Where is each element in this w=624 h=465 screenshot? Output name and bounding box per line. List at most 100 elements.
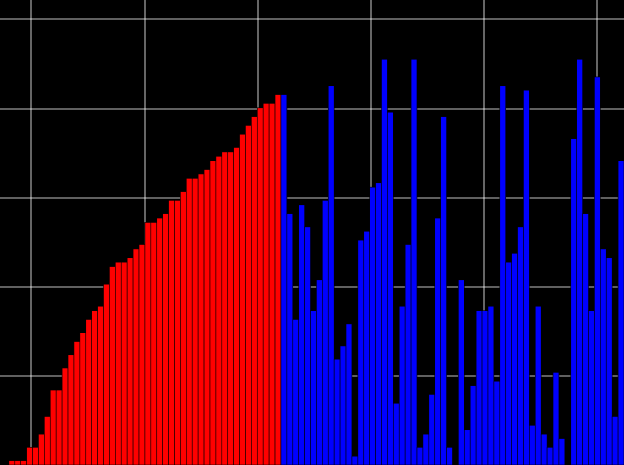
bar-series1-14 xyxy=(363,230,370,465)
bar-series1-20 xyxy=(398,305,406,465)
bar-series1-36 xyxy=(493,380,501,465)
bar-series1-28 xyxy=(446,447,453,465)
bar-series1-38 xyxy=(505,261,512,465)
bar-series1-40 xyxy=(517,226,524,465)
bar-series0-28 xyxy=(168,200,175,465)
bar-series1-15 xyxy=(369,186,376,465)
bar-series1-9 xyxy=(333,358,341,465)
bar-series1-4 xyxy=(304,226,311,465)
bar-series0-36 xyxy=(215,156,223,465)
bar-series0-11 xyxy=(67,354,75,465)
bar-series0-24 xyxy=(144,222,152,465)
bar-series0-7 xyxy=(44,416,51,465)
bar-series0-29 xyxy=(174,200,181,465)
bar-series1-8 xyxy=(327,85,335,465)
bar-series0-34 xyxy=(203,169,211,465)
bar-series0-15 xyxy=(91,310,98,465)
bar-series0-23 xyxy=(138,244,146,465)
bar-series1-46 xyxy=(552,372,560,465)
bar-series0-30 xyxy=(180,191,187,465)
bar-series0-6 xyxy=(38,433,45,465)
bar-series1-45 xyxy=(546,447,554,465)
bar-series0-20 xyxy=(120,261,128,465)
bar-series0-46 xyxy=(274,94,282,465)
bar-series1-27 xyxy=(440,116,447,465)
bar-series1-52 xyxy=(588,310,595,465)
bar-series0-39 xyxy=(233,147,240,465)
bar-series0-1 xyxy=(8,460,16,465)
bar-series1-53 xyxy=(594,76,601,465)
bar-series0-19 xyxy=(115,261,122,465)
bar-series1-31 xyxy=(463,429,471,465)
bar-series1-41 xyxy=(523,89,530,465)
bar-series0-41 xyxy=(245,125,252,465)
bar-series0-18 xyxy=(109,266,116,465)
bar-series0-32 xyxy=(191,178,199,465)
bar-series0-16 xyxy=(97,305,104,465)
bar-series1-32 xyxy=(469,385,477,465)
bar-series0-43 xyxy=(256,107,264,465)
bar-series0-31 xyxy=(186,178,193,465)
bar-series0-25 xyxy=(150,222,158,465)
bar-series1-35 xyxy=(487,305,495,465)
bar-series1-0 xyxy=(280,94,288,465)
bar-series1-11 xyxy=(345,323,353,465)
bar-series1-21 xyxy=(404,244,412,465)
bar-series0-40 xyxy=(239,133,246,465)
bar-series0-26 xyxy=(156,217,163,465)
bar-series0-13 xyxy=(79,332,87,465)
bar-series1-34 xyxy=(481,310,489,465)
bar-series1-16 xyxy=(375,182,382,465)
bar-series0-35 xyxy=(209,160,217,465)
bar-series1-44 xyxy=(540,433,548,465)
bar-series1-10 xyxy=(339,345,347,465)
bar-series0-14 xyxy=(85,319,92,465)
bar-series1-42 xyxy=(529,425,536,465)
bar-series1-23 xyxy=(416,447,424,465)
bar-series1-19 xyxy=(393,402,400,465)
bar-series0-33 xyxy=(197,173,205,465)
bar-series0-42 xyxy=(251,116,258,465)
bar-series1-1 xyxy=(286,213,294,465)
bar-series1-26 xyxy=(434,217,441,465)
bar-series0-21 xyxy=(126,257,134,465)
bar-series1-18 xyxy=(387,111,394,465)
bar-series0-4 xyxy=(26,447,33,465)
bar-series1-13 xyxy=(357,239,365,465)
bar-series1-7 xyxy=(322,200,329,465)
bar-series1-50 xyxy=(576,58,583,465)
bar-series1-54 xyxy=(600,248,607,465)
bar-series0-38 xyxy=(227,151,234,465)
bar-series1-51 xyxy=(582,213,589,465)
bar-series0-3 xyxy=(20,460,27,465)
bars xyxy=(8,58,624,465)
bar-series1-24 xyxy=(422,433,430,465)
bar-series1-49 xyxy=(570,138,577,465)
bar-series0-44 xyxy=(262,103,270,465)
bar-series1-43 xyxy=(534,305,542,465)
bar-series0-37 xyxy=(221,151,229,465)
bar-series0-45 xyxy=(268,103,276,465)
bar-series1-3 xyxy=(298,204,305,465)
bar-series1-55 xyxy=(605,257,613,465)
bar-series0-27 xyxy=(162,213,169,465)
bar-series0-8 xyxy=(49,389,57,465)
bar-series1-39 xyxy=(511,253,518,465)
bar-series1-56 xyxy=(611,416,619,465)
bar-series1-47 xyxy=(558,438,566,465)
bar-series0-12 xyxy=(73,341,81,465)
bar-series0-2 xyxy=(14,460,21,465)
bar-series1-57 xyxy=(617,160,624,465)
bar-series1-17 xyxy=(381,58,388,465)
bar-series1-37 xyxy=(499,85,507,465)
bar-series1-2 xyxy=(292,319,299,465)
bar-series0-17 xyxy=(103,283,110,465)
bar-series1-30 xyxy=(458,279,465,465)
bar-series1-22 xyxy=(410,58,418,465)
bar-series0-5 xyxy=(32,447,39,465)
bar-series1-12 xyxy=(351,455,359,465)
bar-series1-6 xyxy=(316,279,323,465)
bar-series0-22 xyxy=(132,248,140,465)
